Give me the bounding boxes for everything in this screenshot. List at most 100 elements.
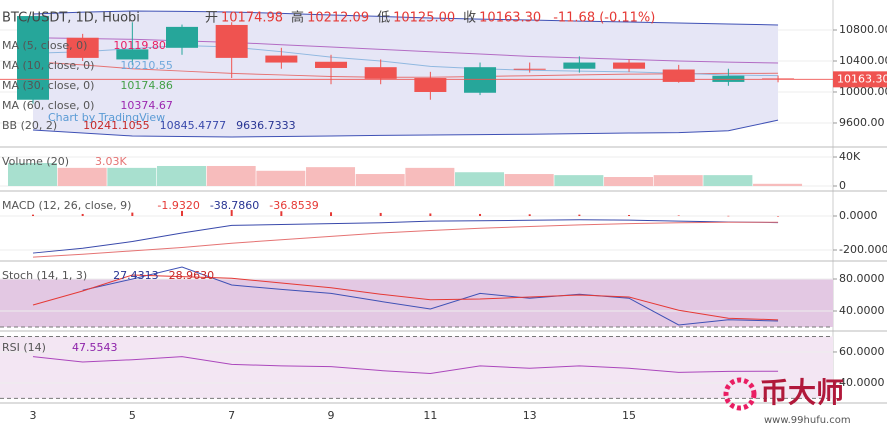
watermark-title: 币大师 bbox=[760, 376, 844, 409]
line bbox=[32, 356, 779, 375]
y-tick-label: -200.0000 bbox=[839, 243, 887, 256]
volume-bar bbox=[157, 165, 207, 187]
last-price-label: 10163.30 bbox=[837, 72, 887, 85]
histogram-bar bbox=[280, 211, 283, 216]
volume-bar bbox=[256, 170, 306, 187]
line bbox=[32, 10, 779, 26]
legend-name: Volume (20) bbox=[2, 155, 69, 168]
x-tick-label: 15 bbox=[622, 409, 636, 422]
quote-label: 高 bbox=[291, 10, 304, 26]
quote-label: 低 bbox=[377, 11, 390, 26]
histogram-bar bbox=[528, 214, 531, 216]
histogram-bar bbox=[330, 212, 333, 216]
volume-bar bbox=[8, 163, 57, 187]
legend-value: 10845.4777 bbox=[160, 119, 226, 132]
candle-body bbox=[563, 62, 596, 69]
legend-value: 10241.1055 bbox=[83, 119, 149, 132]
line bbox=[32, 274, 779, 321]
attribution: Chart by TradingView bbox=[48, 111, 165, 124]
legend-value: 28.9630 bbox=[169, 269, 215, 282]
panel: 0 40K bbox=[0, 150, 861, 192]
legend-name: MA (10, close, 0) bbox=[2, 59, 94, 72]
y-tick-label: 10800.00 bbox=[839, 23, 887, 36]
watermark-url: www.99hufu.com bbox=[764, 415, 851, 426]
legend-value: 10210.55 bbox=[120, 59, 173, 72]
change: -11.68 (-0.11%) bbox=[553, 11, 655, 26]
histogram-bar bbox=[181, 210, 184, 216]
watermark: 币大师 www.99hufu.com bbox=[723, 376, 851, 426]
legend-value: 3.03K bbox=[95, 155, 127, 168]
quote-label: 收 bbox=[463, 11, 476, 26]
x-tick-label: 9 bbox=[328, 409, 335, 422]
y-tick-label: 10000.00 bbox=[839, 85, 887, 98]
line bbox=[82, 266, 779, 326]
candle-body bbox=[662, 69, 695, 82]
histogram-bar bbox=[81, 213, 84, 216]
y-tick-label: 60.0000 bbox=[839, 345, 885, 358]
legend-name: BB (20, 2) bbox=[2, 119, 57, 132]
candle-body bbox=[265, 55, 298, 63]
histogram-bar bbox=[727, 215, 730, 217]
legend-value: 9636.7333 bbox=[236, 119, 296, 132]
quote-value: 10163.30 bbox=[479, 11, 541, 26]
volume-bar bbox=[405, 167, 455, 187]
legend-value: 10374.67 bbox=[120, 99, 173, 112]
candle-body bbox=[762, 78, 795, 80]
panel: 40.0000 80.0000 bbox=[0, 266, 885, 328]
watermark-logo bbox=[723, 377, 757, 411]
panel: -200.0000 0.0000 bbox=[0, 209, 887, 258]
legend-value: 47.5543 bbox=[72, 341, 118, 354]
quote-value: 10125.00 bbox=[393, 11, 455, 26]
histogram-bar bbox=[777, 216, 780, 217]
y-tick-label: 9600.00 bbox=[839, 116, 885, 129]
line bbox=[32, 44, 779, 77]
candle-body bbox=[613, 62, 646, 69]
candle-body bbox=[364, 67, 397, 79]
y-tick-label: 40.0000 bbox=[839, 376, 885, 389]
legend-name: MACD (12, 26, close, 9) bbox=[2, 199, 131, 212]
volume-bar bbox=[504, 174, 554, 187]
volume-bar bbox=[57, 167, 107, 187]
candle-body bbox=[17, 16, 49, 100]
histogram-bar bbox=[131, 212, 134, 216]
legend-value: 10174.86 bbox=[120, 79, 173, 92]
legend-value: -38.7860 bbox=[210, 199, 259, 212]
line bbox=[32, 37, 779, 64]
candle-body bbox=[116, 49, 149, 60]
histogram-bar bbox=[379, 212, 382, 216]
y-tick-label: 0 bbox=[839, 179, 846, 192]
histogram-bar bbox=[32, 214, 34, 216]
legend-value: 27.4313 bbox=[113, 269, 159, 282]
histogram-bar bbox=[578, 214, 581, 216]
legend-value: -36.8539 bbox=[269, 199, 318, 212]
histogram-bar bbox=[479, 213, 482, 216]
candle-body bbox=[166, 26, 199, 48]
panel: 40.0000 60.0000 3 5 7 9 11 13 15 bbox=[0, 335, 885, 422]
legend-name: RSI (14) bbox=[2, 341, 46, 354]
x-tick-label: 11 bbox=[423, 409, 437, 422]
y-tick-label: 0.0000 bbox=[839, 209, 878, 222]
candle-body bbox=[414, 78, 447, 92]
volume-bar bbox=[107, 167, 157, 187]
y-tick-label: 80.0000 bbox=[839, 272, 885, 285]
legend-name: MA (60, close, 0) bbox=[2, 99, 94, 112]
chart-title: BTC/USDT, 1D, Huobi bbox=[2, 11, 140, 26]
legend-name: MA (5, close, 0) bbox=[2, 39, 87, 52]
candle-body bbox=[712, 75, 745, 82]
band bbox=[0, 336, 833, 399]
candle-body bbox=[215, 24, 248, 58]
legend-value: -1.9320 bbox=[157, 199, 199, 212]
y-tick-label: 10400.00 bbox=[839, 54, 887, 67]
legend-name: MA (30, close, 0) bbox=[2, 79, 94, 92]
volume-bar bbox=[306, 167, 356, 187]
line bbox=[32, 219, 779, 254]
volume-bar bbox=[653, 175, 703, 187]
x-tick-label: 7 bbox=[228, 409, 235, 422]
x-tick-label: 3 bbox=[30, 409, 37, 422]
volume-bar bbox=[206, 165, 256, 187]
volume-bar bbox=[455, 172, 505, 187]
histogram-bar bbox=[677, 215, 680, 216]
